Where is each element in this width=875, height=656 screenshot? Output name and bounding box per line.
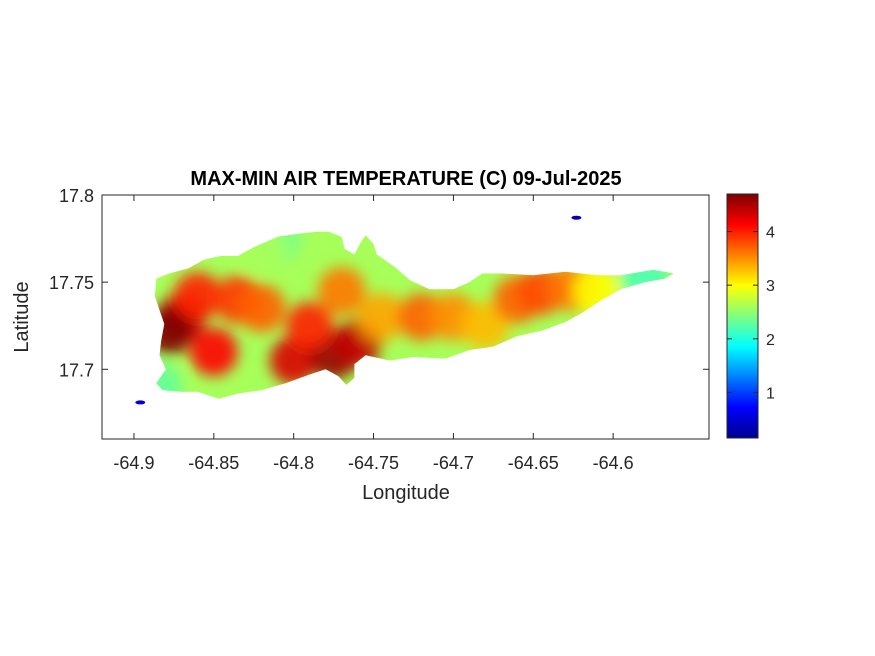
x-tick-label: -64.75	[348, 453, 399, 473]
y-tick-label: 17.8	[59, 186, 94, 206]
x-axis-label: Longitude	[362, 482, 450, 504]
x-tick-label: -64.9	[113, 453, 154, 473]
x-tick-label: -64.65	[508, 453, 559, 473]
heat-cell	[173, 272, 222, 321]
colorbar-gradient	[727, 194, 758, 438]
heat-cell	[357, 293, 406, 341]
heat-cell	[461, 301, 510, 350]
heat-cell	[237, 284, 286, 333]
y-axis-ticks: 17.7 17.75 17.8	[49, 186, 709, 380]
heat-cell	[285, 301, 334, 350]
x-tick-label: -64.85	[188, 453, 239, 473]
colorbar-tick-label: 4	[766, 225, 775, 242]
y-tick-label: 17.7	[59, 360, 94, 380]
colorbar-tick-label: 3	[766, 278, 775, 295]
islet-mark	[571, 215, 582, 220]
colorbar: 1 2 3 4	[726, 193, 775, 439]
y-tick-label: 17.75	[49, 273, 94, 293]
island-heatmap	[154, 231, 674, 399]
heat-cell	[317, 266, 366, 315]
colorbar-tick-label: 1	[766, 385, 775, 402]
x-axis-ticks: -64.9 -64.85 -64.8 -64.75 -64.7 -64.65 -64.6	[113, 195, 634, 473]
colorbar-frame	[726, 193, 759, 439]
colorbar-ticks: 1 2 3 4	[727, 225, 775, 402]
y-axis-label: Latitude	[11, 281, 33, 352]
x-tick-label: -64.6	[593, 453, 634, 473]
heatmap-field	[154, 231, 674, 399]
colorbar-tick-label: 2	[766, 332, 775, 349]
heat-cell	[189, 327, 238, 376]
x-tick-label: -64.8	[273, 453, 314, 473]
plot-frame	[101, 194, 710, 440]
plot-area	[101, 194, 710, 440]
chart-title: MAX-MIN AIR TEMPERATURE (C) 09-Jul-2025	[190, 168, 621, 190]
x-tick-label: -64.7	[433, 453, 474, 473]
small-features	[135, 215, 582, 405]
islet-mark	[135, 400, 146, 405]
